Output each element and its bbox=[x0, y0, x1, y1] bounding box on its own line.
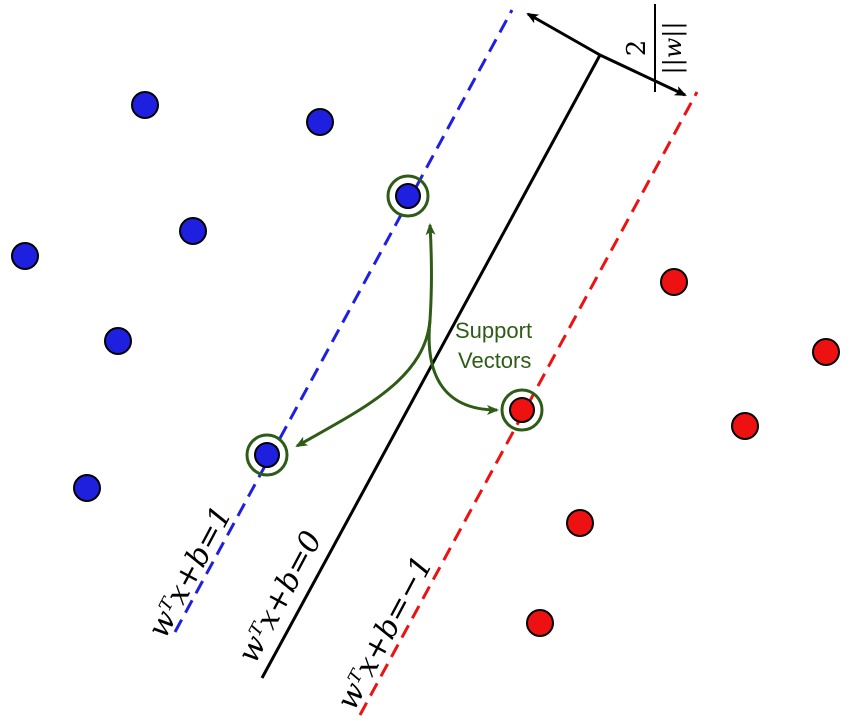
support-vector-ring bbox=[500, 388, 544, 432]
support-vector-rings bbox=[245, 174, 544, 477]
negative-support-vector-point bbox=[509, 397, 535, 423]
margin-arrow-left bbox=[526, 12, 601, 57]
positive-point bbox=[306, 108, 334, 136]
support-vector-ring bbox=[386, 174, 430, 218]
support-label-line1: Support bbox=[455, 318, 532, 343]
support-vector-arrows bbox=[295, 223, 499, 448]
margin-numerator: 2 bbox=[622, 40, 652, 57]
positive-point bbox=[179, 217, 207, 245]
support-label-line2: Vectors bbox=[458, 348, 531, 373]
positive-point bbox=[11, 242, 39, 270]
support-vector-ring bbox=[245, 433, 289, 477]
positive-point bbox=[73, 474, 101, 502]
arrow-to-left-support-vector bbox=[295, 319, 432, 448]
negative-points bbox=[509, 268, 840, 637]
decision-boundary-line bbox=[260, 54, 602, 679]
positive-support-vector-point bbox=[395, 183, 421, 209]
positive-support-vector-point bbox=[254, 442, 280, 468]
arrow-to-right-support-vector bbox=[427, 319, 499, 415]
negative-line-label: wᵀx+b=−1 bbox=[330, 550, 440, 716]
positive-points bbox=[11, 91, 421, 502]
positive-margin-line bbox=[173, 9, 514, 633]
margin-arrow-right bbox=[599, 53, 687, 97]
negative-point bbox=[566, 509, 594, 537]
negative-point bbox=[812, 338, 840, 366]
arrow-to-top-support-vector bbox=[425, 223, 436, 321]
positive-line-label: wᵀx+b=1 bbox=[141, 500, 239, 643]
negative-point bbox=[526, 609, 554, 637]
positive-point bbox=[131, 91, 159, 119]
margin-label: 2 ||w|| bbox=[622, 4, 688, 92]
negative-point bbox=[660, 268, 688, 296]
margin-denominator: ||w|| bbox=[659, 22, 688, 75]
negative-point bbox=[731, 412, 759, 440]
positive-point bbox=[104, 327, 132, 355]
